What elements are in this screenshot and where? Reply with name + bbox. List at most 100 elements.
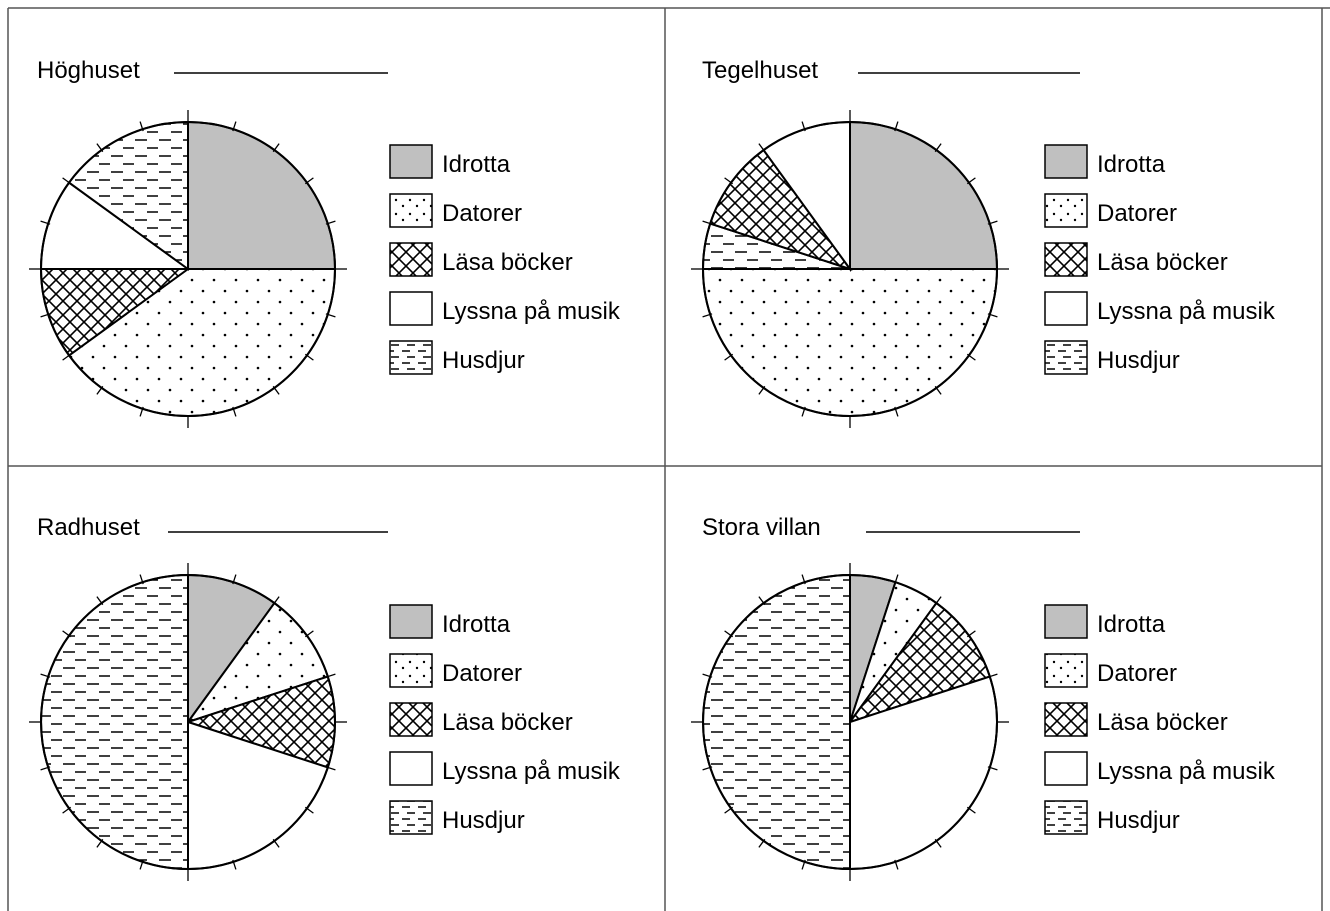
pie-tick bbox=[62, 630, 72, 638]
pie-tick bbox=[40, 673, 51, 678]
pie-tick bbox=[304, 630, 314, 638]
pie-tick bbox=[96, 838, 104, 848]
pie-tick bbox=[232, 121, 237, 132]
pie-tick bbox=[724, 630, 734, 638]
legend-label-datorer: Datorer bbox=[442, 200, 522, 227]
legend-swatch-lasa-bocker bbox=[1044, 242, 1088, 277]
pie-tick bbox=[934, 385, 942, 395]
pie-tick bbox=[304, 177, 314, 185]
pie-tick bbox=[894, 406, 899, 417]
legend-swatch-husdjur bbox=[389, 340, 433, 375]
pie-tick bbox=[966, 177, 976, 185]
pie bbox=[29, 563, 347, 881]
legend-label-idrotta: Idrotta bbox=[1097, 151, 1166, 178]
pie-tick bbox=[139, 859, 144, 870]
pie-tick bbox=[702, 673, 713, 678]
legend-swatch-idrotta bbox=[389, 604, 433, 639]
legend-label-husdjur: Husdjur bbox=[442, 347, 525, 374]
legend-swatch-lasa-bocker bbox=[389, 702, 433, 737]
legend-swatch-idrotta bbox=[1044, 604, 1088, 639]
legend-label-lyssna-pa-musik: Lyssna på musik bbox=[1097, 298, 1276, 325]
pie-tick bbox=[758, 385, 766, 395]
pie-tick bbox=[966, 353, 976, 361]
pie-tick bbox=[724, 353, 734, 361]
legend-label-datorer: Datorer bbox=[442, 660, 522, 687]
chart-title: Radhuset bbox=[37, 514, 140, 541]
pie-tick bbox=[801, 406, 806, 417]
pie-tick bbox=[724, 806, 734, 814]
legend-swatch-husdjur bbox=[1044, 340, 1088, 375]
pie-tick bbox=[987, 673, 998, 678]
pie-tick bbox=[702, 220, 713, 225]
panel-dividers bbox=[7, 7, 1330, 911]
legend-label-lasa-bocker: Läsa böcker bbox=[1097, 709, 1228, 736]
pie-slice-idrotta bbox=[849, 120, 999, 270]
pie-slice-datorer bbox=[701, 268, 999, 417]
legend-swatch-lasa-bocker bbox=[389, 242, 433, 277]
pie-tick bbox=[325, 673, 336, 678]
pie-panel-stora-villan: Stora villan bbox=[691, 514, 1080, 881]
pie-panel-hoghuset: Höghuset bbox=[29, 57, 388, 428]
pie-slice-husdjur bbox=[40, 573, 189, 871]
pie-tick bbox=[801, 574, 806, 585]
pie bbox=[691, 563, 1009, 881]
pie-tick bbox=[232, 574, 237, 585]
pie-tick bbox=[304, 806, 314, 814]
legend-swatch-husdjur bbox=[389, 800, 433, 835]
pie-tick bbox=[894, 574, 899, 585]
legend: Idrotta Datorer Läsa böcker Lyssna på musik… bbox=[389, 144, 621, 375]
legend-label-lyssna-pa-musik: Lyssna på musik bbox=[1097, 758, 1276, 785]
pie-tick bbox=[40, 313, 51, 318]
legend-label-husdjur: Husdjur bbox=[1097, 807, 1180, 834]
pie-tick bbox=[96, 385, 104, 395]
pie-tick bbox=[139, 121, 144, 132]
legend: Idrotta Datorer Läsa böcker Lyssna på musik… bbox=[1044, 604, 1276, 835]
pie-tick bbox=[987, 220, 998, 225]
pie-tick bbox=[40, 766, 51, 771]
pie-tick bbox=[934, 596, 942, 606]
pie-tick bbox=[62, 353, 72, 361]
legend-swatch-husdjur bbox=[1044, 800, 1088, 835]
legend-label-lyssna-pa-musik: Lyssna på musik bbox=[442, 298, 621, 325]
pie-panel-radhuset: Radhuset bbox=[29, 514, 388, 881]
pie-tick bbox=[934, 143, 942, 153]
chart-title: Höghuset bbox=[37, 57, 140, 84]
legend-swatch-idrotta bbox=[389, 144, 433, 179]
pie-tick bbox=[62, 806, 72, 814]
pie-slice-idrotta bbox=[187, 120, 337, 270]
pie-tick bbox=[96, 143, 104, 153]
legend-label-lasa-bocker: Läsa böcker bbox=[442, 709, 573, 736]
legend-swatch-datorer bbox=[389, 653, 433, 688]
legend-label-datorer: Datorer bbox=[1097, 660, 1177, 687]
legend-label-datorer: Datorer bbox=[1097, 200, 1177, 227]
legend-label-husdjur: Husdjur bbox=[1097, 347, 1180, 374]
pie-tick bbox=[139, 406, 144, 417]
legend-swatch-datorer bbox=[389, 193, 433, 228]
pie-tick bbox=[272, 838, 280, 848]
legend-swatch-lyssna-pa-musik bbox=[1044, 291, 1088, 326]
pie-tick bbox=[894, 859, 899, 870]
pie-tick bbox=[987, 313, 998, 318]
pie-tick bbox=[325, 313, 336, 318]
legend-label-lyssna-pa-musik: Lyssna på musik bbox=[442, 758, 621, 785]
pie-tick bbox=[96, 596, 104, 606]
pie-tick bbox=[325, 766, 336, 771]
pie-tick bbox=[966, 806, 976, 814]
pie-tick bbox=[702, 766, 713, 771]
pie-tick bbox=[232, 406, 237, 417]
pie-tick bbox=[966, 630, 976, 638]
pie-tick bbox=[702, 313, 713, 318]
pie-tick bbox=[40, 220, 51, 225]
legend-swatch-lasa-bocker bbox=[1044, 702, 1088, 737]
pie-tick bbox=[987, 766, 998, 771]
pie-tick bbox=[304, 353, 314, 361]
legend-swatch-lyssna-pa-musik bbox=[389, 751, 433, 786]
legend-swatch-idrotta bbox=[1044, 144, 1088, 179]
legend: Idrotta Datorer Läsa böcker Lyssna på musik… bbox=[1044, 144, 1276, 375]
legend-swatch-datorer bbox=[1044, 193, 1088, 228]
legend-swatch-lyssna-pa-musik bbox=[389, 291, 433, 326]
pie-tick bbox=[272, 143, 280, 153]
pie bbox=[691, 110, 1009, 428]
chart-title: Tegelhuset bbox=[702, 57, 818, 84]
pie-tick bbox=[758, 596, 766, 606]
